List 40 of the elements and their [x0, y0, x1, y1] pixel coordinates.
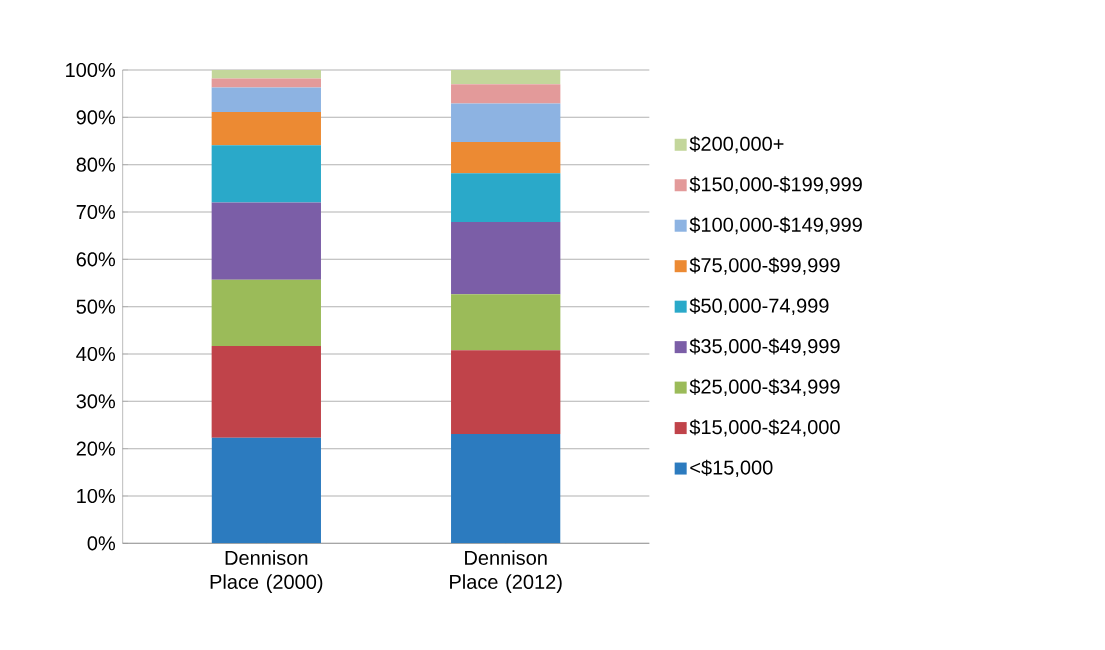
bar — [211, 78, 321, 88]
bar — [451, 141, 561, 174]
bar — [211, 345, 321, 438]
bar — [211, 112, 321, 146]
y-tick-label: 90% — [76, 110, 116, 125]
bar — [211, 145, 321, 203]
bar — [211, 87, 321, 113]
y-tick-label: 30% — [76, 394, 116, 409]
bar — [451, 173, 561, 222]
bar — [451, 84, 561, 104]
legend-label: <$15,000 — [690, 459, 773, 477]
bar — [451, 221, 561, 295]
legend-label: $75,000-$99,999 — [689, 257, 840, 275]
bar — [211, 70, 321, 79]
bar — [451, 433, 561, 544]
bar — [451, 294, 561, 351]
bar — [211, 437, 321, 544]
y-tick-label: 60% — [76, 252, 116, 267]
bar — [211, 279, 321, 346]
bar — [451, 70, 561, 85]
legend-label: $200,000+ — [689, 135, 784, 154]
bar — [211, 202, 321, 280]
legend-label: $35,000-$49,999 — [689, 338, 840, 356]
legend-label: $100,000-$149,999 — [689, 216, 862, 235]
y-tick-label: 70% — [76, 204, 116, 220]
bar — [451, 350, 561, 434]
bar — [451, 103, 561, 142]
legend-label: $150,000-$199,999 — [689, 176, 862, 194]
y-tick-label: 10% — [77, 488, 116, 504]
legend-label: $50,000-74,999 — [689, 297, 829, 316]
x-tick-label: Dennison Place (2012) — [450, 550, 562, 593]
legend-label: $25,000-$34,999 — [689, 378, 840, 397]
legend-label: $15,000-$24,000 — [689, 419, 840, 437]
x-tick-label: Dennison Place (2000) — [210, 550, 323, 593]
y-tick-label: 100% — [66, 62, 116, 78]
y-tick-label: 50% — [76, 299, 116, 314]
y-tick-label: 40% — [76, 346, 116, 362]
y-tick-label: 0% — [87, 536, 116, 551]
y-tick-label: 20% — [76, 441, 116, 456]
y-tick-label: 80% — [76, 157, 116, 172]
